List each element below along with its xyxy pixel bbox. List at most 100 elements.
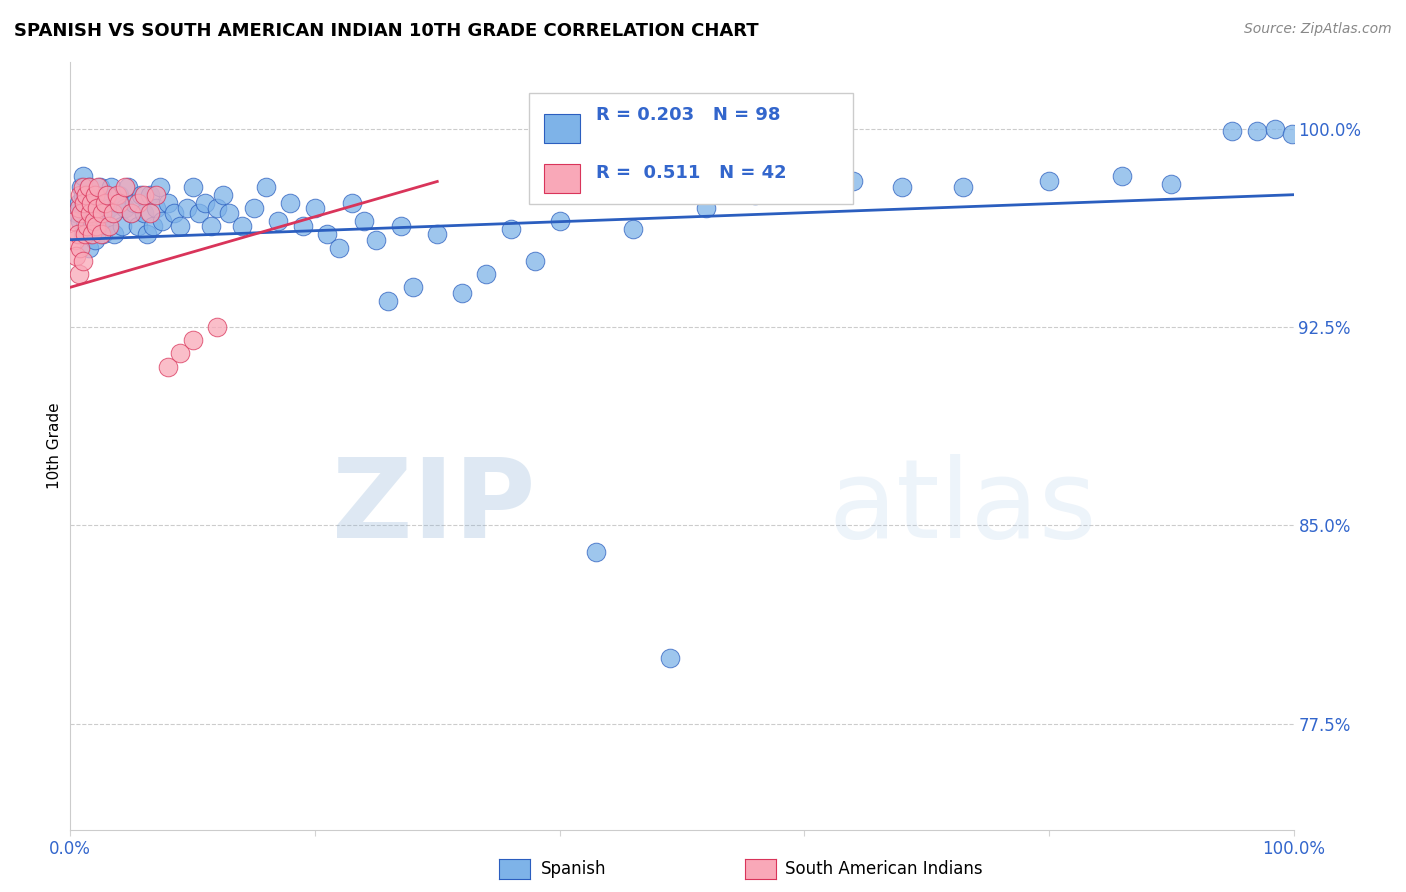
- Point: [793, 179, 815, 194]
- Point: [69, 214, 91, 228]
- Point: [316, 227, 339, 242]
- Point: [145, 187, 167, 202]
- Point: [340, 195, 363, 210]
- Point: [353, 214, 375, 228]
- Point: [86, 201, 108, 215]
- Point: [231, 219, 253, 234]
- Point: [76, 219, 98, 234]
- Text: South American Indians: South American Indians: [785, 860, 983, 878]
- Point: [548, 214, 571, 228]
- Point: [83, 187, 105, 202]
- Point: [243, 201, 266, 215]
- Point: [69, 187, 91, 202]
- Point: [205, 320, 228, 334]
- Point: [83, 233, 105, 247]
- Text: SPANISH VS SOUTH AMERICAN INDIAN 10TH GRADE CORRELATION CHART: SPANISH VS SOUTH AMERICAN INDIAN 10TH GR…: [14, 22, 759, 40]
- Point: [86, 219, 108, 234]
- Point: [76, 206, 98, 220]
- Point: [194, 195, 217, 210]
- Point: [93, 206, 115, 220]
- Point: [157, 359, 180, 374]
- Point: [139, 187, 162, 202]
- Point: [142, 219, 165, 234]
- Point: [67, 195, 90, 210]
- Point: [132, 206, 155, 220]
- Point: [73, 219, 96, 234]
- Point: [105, 195, 128, 210]
- Point: [891, 179, 914, 194]
- Text: atlas: atlas: [828, 454, 1097, 561]
- Point: [187, 206, 209, 220]
- Point: [658, 650, 681, 665]
- Point: [1038, 174, 1060, 188]
- Point: [304, 201, 326, 215]
- Point: [70, 179, 93, 194]
- Point: [93, 195, 115, 210]
- Point: [111, 219, 134, 234]
- Point: [75, 187, 97, 202]
- Point: [72, 169, 94, 184]
- Point: [100, 179, 122, 194]
- FancyBboxPatch shape: [544, 164, 581, 194]
- Point: [108, 195, 131, 210]
- Point: [218, 206, 240, 220]
- Point: [136, 227, 159, 242]
- Point: [585, 545, 607, 559]
- Point: [212, 187, 235, 202]
- Point: [101, 206, 124, 220]
- Point: [205, 201, 228, 215]
- Point: [842, 174, 865, 188]
- Point: [200, 219, 222, 234]
- Point: [105, 187, 128, 202]
- Point: [744, 187, 766, 202]
- Point: [83, 214, 105, 228]
- Point: [66, 227, 89, 242]
- Point: [149, 179, 172, 194]
- Point: [83, 206, 105, 220]
- Point: [65, 206, 87, 220]
- Point: [79, 206, 101, 220]
- Point: [254, 179, 277, 194]
- Point: [80, 227, 103, 242]
- Text: R =  0.511   N = 42: R = 0.511 N = 42: [596, 164, 787, 182]
- Point: [181, 179, 204, 194]
- Point: [82, 187, 104, 202]
- Point: [1111, 169, 1133, 184]
- Point: [72, 187, 94, 202]
- Point: [77, 179, 100, 194]
- Text: R = 0.203   N = 98: R = 0.203 N = 98: [596, 106, 780, 124]
- Point: [98, 201, 121, 215]
- Point: [114, 179, 136, 194]
- Y-axis label: 10th Grade: 10th Grade: [46, 402, 62, 490]
- Point: [73, 195, 96, 210]
- Point: [103, 227, 125, 242]
- Point: [121, 206, 143, 220]
- Point: [108, 187, 131, 202]
- Point: [366, 233, 388, 247]
- Point: [114, 201, 136, 215]
- Text: Source: ZipAtlas.com: Source: ZipAtlas.com: [1244, 22, 1392, 37]
- Point: [83, 195, 105, 210]
- Point: [73, 201, 96, 215]
- Point: [84, 219, 107, 234]
- Point: [267, 214, 290, 228]
- Point: [87, 179, 110, 194]
- Point: [389, 219, 412, 234]
- Point: [77, 241, 100, 255]
- Point: [280, 195, 302, 210]
- Point: [67, 267, 90, 281]
- Point: [75, 187, 97, 202]
- Point: [132, 187, 155, 202]
- Point: [1246, 124, 1268, 138]
- Point: [291, 219, 314, 234]
- Point: [127, 219, 149, 234]
- Point: [73, 227, 96, 242]
- Point: [695, 201, 717, 215]
- Text: Spanish: Spanish: [541, 860, 607, 878]
- Point: [65, 248, 87, 262]
- Point: [72, 253, 94, 268]
- Point: [79, 201, 101, 215]
- Point: [84, 187, 107, 202]
- Point: [87, 201, 110, 215]
- Point: [450, 285, 472, 300]
